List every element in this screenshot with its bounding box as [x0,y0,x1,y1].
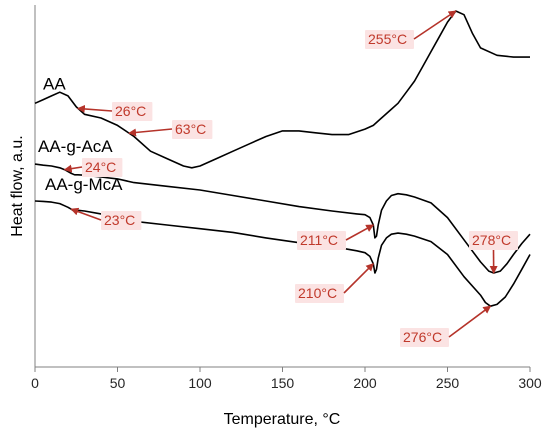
annotation-label: 24°C [85,159,116,175]
y-axis-title: Heat flow, a.u. [9,135,26,236]
annotation: 26°C [76,102,153,121]
x-axis-title: Temperature, °C [224,411,341,428]
x-tick-label: 50 [110,375,126,391]
x-tick-label: 250 [436,375,460,391]
annotation-arrow [128,128,173,137]
annotation: 63°C [128,120,213,139]
annotation-label: 63°C [175,121,206,137]
x-tick-label: 150 [271,375,295,391]
x-tick-group: 0 50 100 150 200 250 300 [31,367,542,391]
annotation-arrow [70,207,102,221]
annotation-arrow [63,164,83,173]
x-tick-label: 200 [353,375,377,391]
annotation: 24°C [63,158,123,177]
annotation-arrow [345,224,375,241]
annotation-box [400,328,449,347]
annotation: 210°C [295,263,374,303]
series-line-aa-g-aca [34,163,531,274]
annotation-label: 210°C [298,285,337,301]
series-label-group: AA AA-g-AcA AA-g-McA [38,74,123,194]
x-tick-label: 300 [518,375,542,391]
x-tick-label: 0 [31,375,39,391]
annotation-arrow [448,305,492,338]
annotation-arrow [343,263,374,294]
annotation-label: 255°C [368,31,407,47]
annotation: 276°C [400,305,492,347]
annotation-box [295,284,344,303]
series-label: AA [43,74,66,93]
annotation-box [469,231,518,250]
annotation: 278°C [469,231,518,274]
annotation: 23°C [70,207,142,230]
annotation: 211°C [297,224,375,250]
annotation-group: 26°C 63°C 255°C 24°C 211°C 278°C 23°C 210°C 276°… [63,10,518,347]
annotation-arrow [76,104,113,113]
annotation-box [101,211,142,230]
annotation-label: 278°C [472,232,511,248]
series-label: AA-g-McA [45,175,123,194]
annotation-box [365,30,414,49]
annotation-box [297,231,346,250]
annotation: 255°C [365,10,457,49]
annotation-box [112,102,153,121]
series-line-aa [34,10,530,169]
x-tick-label: 100 [188,375,212,391]
annotation-label: 26°C [115,103,146,119]
series-label: AA-g-AcA [38,137,113,156]
annotation-box [82,158,123,177]
annotation-box [172,120,213,139]
annotation-arrow [413,10,457,40]
annotation-label: 23°C [104,212,135,228]
annotation-label: 211°C [300,232,338,248]
annotation-label: 276°C [403,329,442,345]
